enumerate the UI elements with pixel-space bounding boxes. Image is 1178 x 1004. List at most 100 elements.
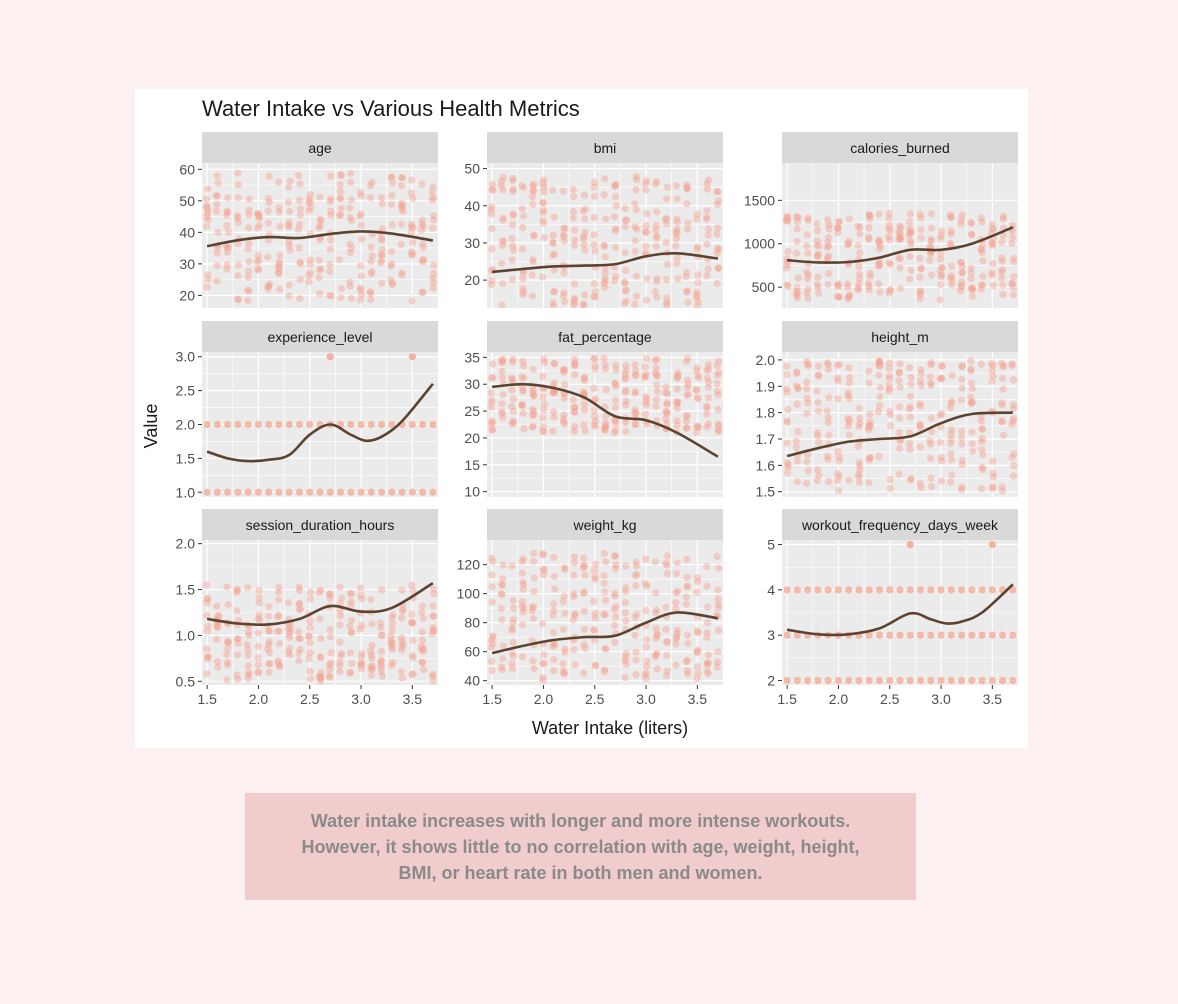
data-point [580, 561, 588, 569]
data-point [600, 549, 608, 558]
data-point [927, 381, 935, 389]
data-points [783, 540, 1017, 685]
data-point [570, 403, 578, 412]
data-point [224, 420, 232, 429]
data-point [612, 396, 620, 404]
data-point [1010, 449, 1018, 458]
data-point [927, 440, 935, 448]
data-point [601, 426, 609, 435]
data-point [784, 405, 792, 414]
data-point [418, 659, 427, 667]
data-point [916, 287, 925, 295]
data-point [560, 366, 568, 374]
data-point [579, 235, 588, 243]
data-point [274, 627, 282, 635]
data-point [672, 599, 680, 607]
data-point [265, 648, 274, 657]
data-point [622, 216, 630, 224]
data-point [530, 392, 538, 400]
data-point [926, 256, 934, 264]
data-point [783, 676, 791, 685]
data-point [704, 603, 712, 611]
data-point [223, 583, 231, 591]
data-point [907, 474, 915, 483]
data-point [693, 648, 701, 657]
data-point [223, 265, 231, 273]
data-point [693, 367, 701, 375]
data-point [316, 215, 324, 223]
data-point [885, 232, 893, 241]
data-point [357, 291, 366, 299]
data-point [336, 195, 344, 203]
data-point [793, 400, 801, 408]
data-point [233, 585, 241, 593]
data-point [834, 224, 842, 232]
data-point [1008, 279, 1016, 287]
data-point [528, 603, 536, 612]
data-point [590, 231, 598, 239]
data-point [672, 640, 680, 648]
data-point [245, 286, 253, 295]
data-point [357, 591, 365, 600]
data-point [409, 654, 417, 662]
data-point [989, 457, 997, 465]
data-point [378, 672, 387, 680]
data-point [967, 230, 976, 238]
data-point [684, 639, 692, 648]
data-point [317, 668, 325, 677]
data-point [803, 360, 812, 368]
data-point [539, 219, 547, 227]
data-point [520, 362, 528, 370]
data-point [834, 224, 842, 232]
data-point [529, 255, 537, 264]
data-point [653, 232, 661, 240]
data-point [306, 639, 314, 647]
data-point [936, 255, 945, 263]
data-point [1009, 283, 1018, 291]
data-point [999, 281, 1007, 289]
data-point [875, 631, 884, 639]
data-point [295, 649, 303, 657]
data-point [346, 213, 354, 222]
data-point [429, 183, 437, 191]
data-point [948, 262, 956, 270]
data-point [387, 200, 396, 208]
y-tick-label: 1.9 [756, 378, 776, 394]
data-point [337, 284, 346, 293]
data-point [672, 242, 680, 250]
data-point [337, 171, 345, 179]
data-point [804, 294, 812, 302]
data-point [388, 279, 397, 287]
data-point [204, 594, 212, 602]
data-point [792, 249, 801, 257]
data-point [989, 484, 997, 493]
data-point [550, 413, 558, 421]
smooth-trend-line [786, 583, 1014, 637]
data-point [895, 403, 904, 411]
data-point [612, 419, 620, 428]
data-point [540, 183, 548, 191]
data-point [499, 575, 507, 583]
data-point [254, 209, 262, 218]
data-point [978, 676, 986, 685]
data-point [683, 391, 692, 400]
data-point [948, 281, 956, 289]
data-point [581, 205, 589, 213]
data-point [999, 363, 1007, 371]
data-point [846, 291, 854, 299]
data-point [347, 590, 355, 598]
data-point [519, 357, 527, 365]
data-point [694, 669, 702, 677]
data-point [316, 615, 324, 623]
data-point [641, 373, 649, 381]
data-point [602, 596, 610, 604]
data-point [714, 648, 722, 656]
data-point [967, 218, 975, 227]
data-point [917, 264, 925, 272]
data-point [642, 555, 650, 563]
data-point [498, 580, 506, 589]
data-point [549, 642, 557, 650]
data-point [662, 671, 670, 680]
data-point [714, 391, 722, 399]
